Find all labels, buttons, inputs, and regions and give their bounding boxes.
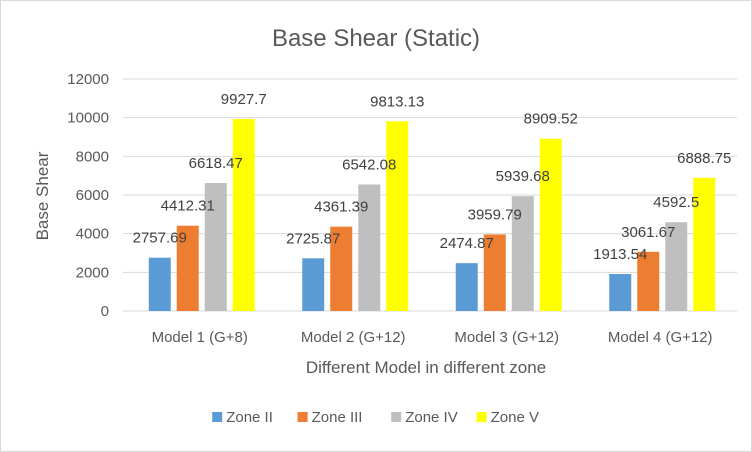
y-axis-title: Base Shear: [33, 151, 52, 240]
data-label: 6618.47: [189, 155, 243, 172]
data-label: 2474.87: [440, 235, 494, 252]
bar: [358, 184, 381, 311]
bar: [330, 226, 353, 311]
data-label: 4361.39: [314, 199, 368, 216]
legend-label: Zone V: [491, 409, 539, 426]
bar: [204, 183, 227, 311]
x-tick-label: Model 2 (G+12): [301, 329, 406, 346]
y-tick-label: 4000: [76, 226, 109, 243]
y-tick-label: 0: [101, 303, 109, 320]
y-tick-label: 6000: [76, 187, 109, 204]
chart-title: Base Shear (Static): [272, 25, 480, 52]
data-label: 9927.7: [221, 91, 267, 108]
legend-item: Zone V: [476, 409, 539, 426]
x-tick-label: Model 1 (G+8): [152, 329, 248, 346]
data-label: 8909.52: [524, 111, 578, 128]
data-label: 9813.13: [370, 93, 424, 110]
legend-swatch: [476, 412, 487, 422]
data-label: 3061.67: [621, 224, 675, 241]
legend-swatch: [297, 412, 308, 422]
data-labels: 2757.69 4412.31 6618.47 9927.7 2725.87 4361.3…: [133, 91, 732, 263]
bar: [483, 234, 506, 311]
bar: [302, 258, 325, 311]
y-tick-label: 2000: [76, 264, 109, 281]
legend-item: Zone II: [212, 409, 273, 426]
legend-swatch: [212, 412, 223, 422]
x-axis-ticks: Model 1 (G+8) Model 2 (G+12) Model 3 (G+12…: [152, 329, 713, 346]
bar: [232, 119, 255, 311]
data-label: 4412.31: [161, 198, 215, 215]
legend-label: Zone III: [312, 409, 363, 426]
legend-label: Zone IV: [405, 409, 458, 426]
y-tick-label: 10000: [67, 110, 109, 127]
bar: [455, 263, 478, 311]
data-label: 3959.79: [468, 206, 522, 223]
bar: [386, 121, 409, 312]
y-axis-ticks: 0 2000 4000 6000 8000 10000 12000: [67, 71, 109, 320]
bar: [148, 257, 171, 311]
data-label: 4592.5: [653, 194, 699, 211]
bar: [693, 177, 716, 311]
data-label: 6888.75: [677, 150, 731, 167]
bar: [539, 138, 562, 311]
bars: [148, 119, 716, 312]
data-label: 2725.87: [286, 230, 340, 247]
legend-item: Zone IV: [391, 409, 458, 426]
y-tick-label: 8000: [76, 148, 109, 165]
bar: [176, 225, 199, 311]
x-tick-label: Model 4 (G+12): [608, 329, 713, 346]
data-label: 5939.68: [496, 168, 550, 185]
data-label: 1913.54: [593, 246, 647, 263]
legend: Zone II Zone III Zone IV Zone V: [212, 409, 539, 426]
bar: [637, 251, 660, 311]
data-label: 6542.08: [342, 157, 396, 174]
x-axis-title: Different Model in different zone: [306, 358, 546, 377]
y-tick-label: 12000: [67, 71, 109, 88]
legend-item: Zone III: [297, 409, 363, 426]
data-label: 2757.69: [133, 230, 187, 247]
bar: [609, 274, 632, 311]
bar: [511, 196, 534, 311]
legend-swatch: [391, 412, 402, 422]
bar: [665, 222, 688, 311]
legend-label: Zone II: [226, 409, 273, 426]
x-tick-label: Model 3 (G+12): [454, 329, 559, 346]
